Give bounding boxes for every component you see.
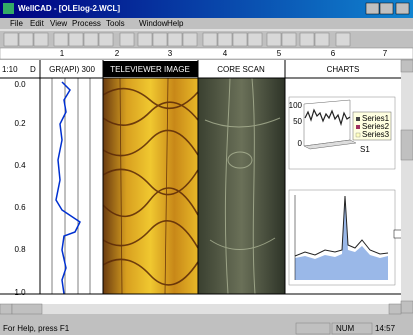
track-header: TELEVIEWER IMAGE [110,65,190,74]
track-header: 1:10 [2,65,18,74]
menu-item[interactable]: File [10,19,23,28]
televiewer-sinusoids [102,77,199,295]
menu-item[interactable]: Tools [106,19,125,28]
depth-label: 0.0 [14,80,26,89]
core-scan [198,78,285,294]
depth-label: 0.2 [14,119,26,128]
legend-entry: Series1 [362,114,390,123]
track-header: CHARTS [327,65,360,74]
ruler-label: 2 [115,49,120,58]
track-header: GR(API) 300 [49,65,95,74]
horizontal-scrollbar[interactable] [0,303,402,315]
menu-bar: File Edit View Process Tools Window Help [10,19,184,28]
track-header: D [30,65,36,74]
menu-item[interactable]: Process [72,19,101,28]
chart-y-label: 0 [298,139,303,148]
ruler-label: 4 [223,49,228,58]
embedded-chart-2 [288,189,403,286]
track-borders [0,60,401,295]
ruler [0,47,413,60]
televiewer-header-bg [103,61,198,77]
menu-item[interactable]: View [50,19,67,28]
ruler-label: 3 [168,49,173,58]
depth-label: 0.6 [14,203,26,212]
window-title: WellCAD - [OLElog-2.WCL] [18,4,120,13]
embedded-chart-1 [288,96,396,170]
status-bar [0,321,413,335]
chart-y-label: 50 [293,117,302,126]
menu-item[interactable]: Window [139,19,168,28]
ruler-label: 1 [60,49,65,58]
ruler-labels: 1 2 3 4 5 6 7 [60,49,388,58]
ruler-label: 5 [277,49,282,58]
legend-entry: Series2 [362,122,390,131]
core-texture [204,77,281,295]
ruler-label: 6 [331,49,336,58]
toolbar [0,29,413,47]
title-bar [0,0,413,18]
menu-item[interactable]: Help [167,19,184,28]
depth-label: 0.4 [14,161,26,170]
status-time: 14:57 [375,324,396,333]
menu-item[interactable]: Edit [30,19,45,28]
depth-labels: 0.0 0.2 0.4 0.6 0.8 1.0 [14,80,26,297]
app-icon [3,3,14,14]
vertical-scrollbar[interactable] [400,59,413,314]
gr-curve [55,81,81,295]
chart-x-label: S1 [360,145,370,154]
track-headers: 1:10 D GR(API) 300 TELEVIEWER IMAGE CORE SCA… [2,65,359,74]
status-help: For Help, press F1 [3,324,70,333]
track-header: CORE SCAN [217,65,265,74]
depth-label: 0.8 [14,245,26,254]
legend-entry: Series3 [362,130,390,139]
status-num: NUM [336,324,355,333]
window-controls[interactable] [365,2,410,15]
chart-y-label: 100 [289,101,303,110]
ruler-label: 7 [383,49,388,58]
depth-label: 1.0 [14,288,26,297]
